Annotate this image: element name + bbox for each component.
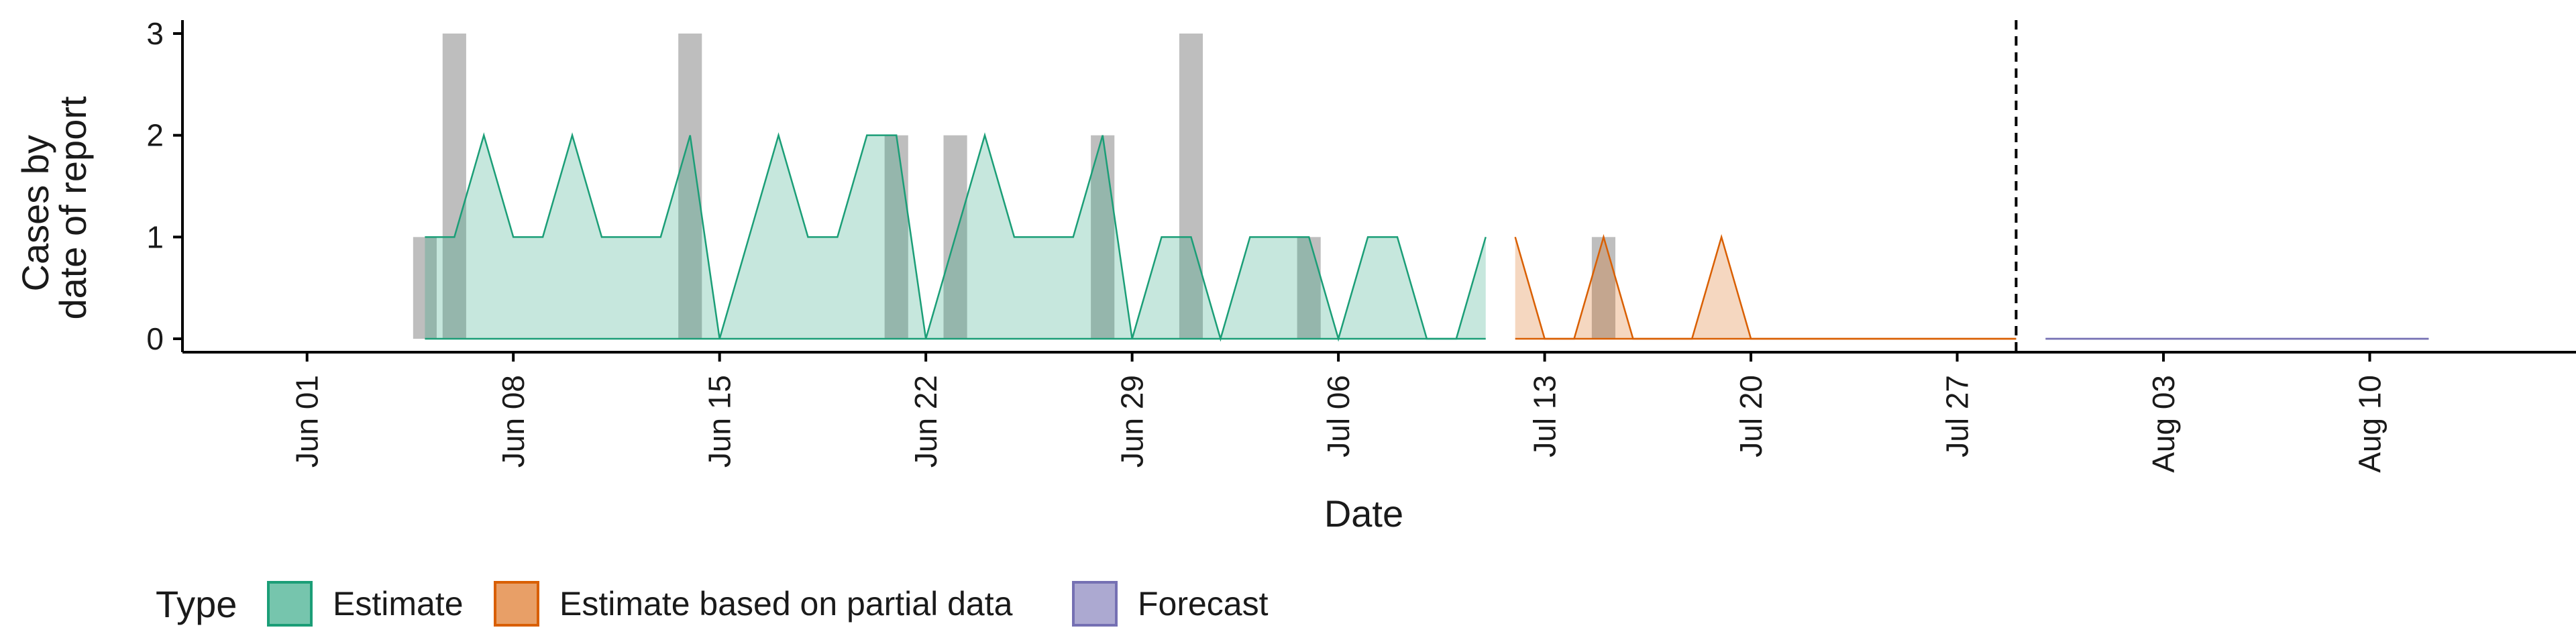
legend-label: Forecast — [1138, 585, 1269, 623]
y-axis-title-line-2: date of report — [52, 96, 94, 320]
axis-labels: Date Cases by date of report — [14, 96, 1403, 535]
x-tick-label: Aug 03 — [2146, 375, 2181, 473]
x-tick-label: Jul 20 — [1733, 375, 1768, 458]
x-tick-label: Jun 08 — [496, 375, 531, 468]
x-tick-label: Jul 27 — [1940, 375, 1975, 458]
reported-case-bar — [1297, 237, 1321, 339]
x-tick-label: Jul 13 — [1527, 375, 1562, 458]
y-tick-label: 0 — [146, 321, 164, 356]
legend-label: Estimate — [333, 585, 464, 623]
estimate-areas — [425, 132, 2429, 342]
legend-key — [267, 581, 313, 627]
series-line — [425, 132, 1487, 342]
y-axis-title: Cases by date of report — [14, 96, 94, 320]
x-tick-label: Jun 29 — [1115, 375, 1150, 468]
x-tick-label: Jun 22 — [908, 375, 943, 468]
legend-title: Type — [156, 583, 237, 625]
x-axis-title: Date — [1324, 492, 1403, 535]
reported-case-bar — [1179, 34, 1203, 339]
legend-label: Estimate based on partial data — [559, 585, 1013, 623]
x-tick-label: Jul 06 — [1321, 375, 1356, 458]
legend-key — [1072, 581, 1118, 627]
legend-key — [494, 581, 539, 627]
reported-case-bar — [1591, 237, 1616, 339]
y-tick-label: 1 — [146, 219, 164, 254]
axes: 0 1 2 3 Jun 01 Jun 08 Jun 15 Jun 22 Jun 29 Jul 06… — [146, 16, 2576, 473]
reported-case-bar — [884, 135, 908, 339]
reported-case-bar — [442, 34, 466, 339]
series-area — [1515, 237, 2017, 339]
reported-case-bar — [1091, 135, 1115, 339]
x-tick-label: Jun 15 — [702, 375, 737, 468]
y-tick-label: 2 — [146, 118, 164, 153]
y-tick-label: 3 — [146, 16, 164, 51]
series-area — [425, 135, 1486, 339]
legend: Type Estimate Estimate based on partial d… — [156, 581, 1269, 627]
y-axis-title-line-1: Cases by — [14, 135, 56, 291]
x-tick-label: Jun 01 — [290, 375, 325, 468]
x-tick-label: Aug 10 — [2353, 375, 2387, 473]
reported-case-bar — [413, 237, 437, 339]
